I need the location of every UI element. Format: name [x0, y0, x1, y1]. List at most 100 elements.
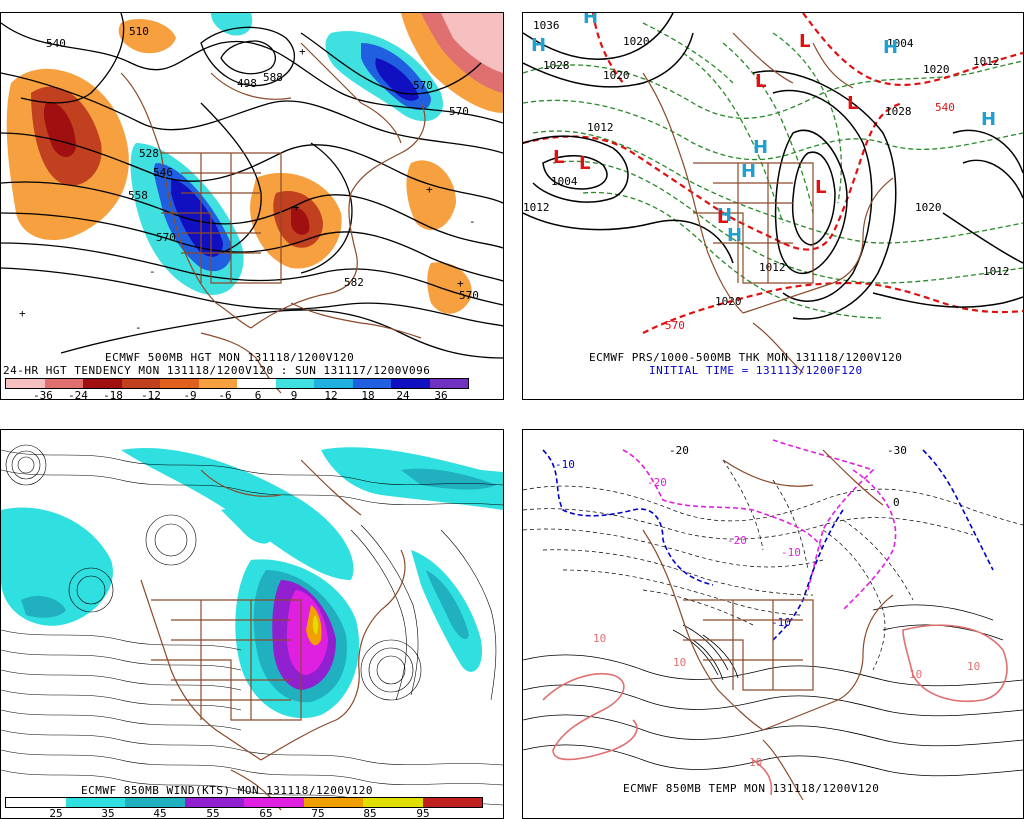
- svg-text:H: H: [981, 109, 996, 130]
- svg-text:L: L: [847, 93, 858, 114]
- svg-text:570: 570: [156, 231, 176, 244]
- coastlines: [642, 449, 894, 801]
- tendency-marks: + + + + - - - +: [19, 45, 476, 334]
- svg-text:558: 558: [128, 189, 148, 202]
- scale-swatch: [184, 798, 244, 807]
- high-symbols: H H H H H H H H: [531, 13, 996, 246]
- panel-pressure-thickness: 1004 1012 1012 1020 1020 1028 1036 1004 …: [522, 12, 1024, 400]
- panel1-color-scale: [5, 378, 469, 389]
- thickness-labels: 540 570: [665, 101, 955, 332]
- coastlines: [120, 42, 426, 394]
- svg-text:10: 10: [909, 668, 922, 681]
- panel3-caption-title: ECMWF 850MB WIND(KTS) MON 131118/1200V12…: [81, 784, 374, 797]
- svg-text:-20: -20: [669, 444, 689, 457]
- scale-label: 45: [153, 807, 167, 819]
- contour-labels: 510 540 546 558 570 570 570 582 588 498 …: [46, 25, 479, 302]
- svg-text:-: -: [469, 215, 476, 228]
- svg-text:10: 10: [673, 656, 686, 669]
- svg-text:588: 588: [263, 71, 283, 84]
- scale-label: -24: [68, 389, 88, 400]
- map-500mb-height: 510 540 546 558 570 570 570 582 588 498 …: [1, 13, 503, 394]
- tendency-fills: [6, 13, 503, 314]
- svg-text:H: H: [753, 137, 768, 158]
- svg-text:1012: 1012: [523, 201, 550, 214]
- panel-850mb-wind: ECMWF 850MB WIND(KTS) MON 131118/1200V12…: [0, 429, 504, 819]
- svg-text:528: 528: [139, 147, 159, 160]
- panel1-caption-tendency: 24-HR HGT TENDENCY MON 131118/1200V120 :…: [3, 364, 431, 377]
- svg-text:1012: 1012: [983, 265, 1010, 278]
- scale-swatch: [237, 379, 276, 388]
- scale-swatch: [125, 798, 185, 807]
- svg-text:540: 540: [46, 37, 66, 50]
- svg-text:-: -: [149, 265, 156, 278]
- panel3-color-scale: [5, 797, 483, 808]
- svg-text:1004: 1004: [887, 37, 914, 50]
- scale-swatch: [429, 379, 468, 388]
- panel2-caption-initial-time: INITIAL TIME = 131113/1200F120: [649, 364, 863, 377]
- svg-text:-30: -30: [887, 444, 907, 457]
- svg-text:1020: 1020: [923, 63, 950, 76]
- svg-text:570: 570: [459, 289, 479, 302]
- panel-850mb-temp: -10 -20 -20 -30 -20 -10 -10 10 10 10 10 …: [522, 429, 1024, 819]
- svg-text:582: 582: [344, 276, 364, 289]
- scale-label: -36: [33, 389, 53, 400]
- temp-solid-contours: [523, 604, 1023, 777]
- svg-text:1028: 1028: [543, 59, 570, 72]
- svg-text:H: H: [531, 35, 546, 56]
- svg-text:1036: 1036: [533, 19, 560, 32]
- scale-label: -9: [183, 389, 197, 400]
- svg-text:1004: 1004: [551, 175, 578, 188]
- svg-text:1012: 1012: [587, 121, 614, 134]
- svg-text:L: L: [553, 147, 564, 168]
- scale-swatch: [198, 379, 237, 388]
- svg-text:1020: 1020: [603, 69, 630, 82]
- svg-text:10: 10: [593, 632, 606, 645]
- svg-text:1020: 1020: [915, 201, 942, 214]
- scale-label: 36: [434, 389, 448, 400]
- scale-label: 24: [396, 389, 410, 400]
- map-pressure-thickness: 1004 1012 1012 1020 1020 1028 1036 1004 …: [523, 13, 1023, 374]
- scale-label: 35: [101, 807, 115, 819]
- isobars: [523, 13, 1023, 320]
- scale-label: -6: [218, 389, 232, 400]
- panel1-scale-labels: -36 -24 -18 -12 -9 -6 6 9 12 18 24 36: [5, 389, 467, 400]
- thickness-red-lines: [523, 13, 1023, 334]
- svg-text:H: H: [727, 225, 742, 246]
- scale-label: -12: [141, 389, 161, 400]
- svg-text:498: 498: [237, 77, 257, 90]
- scale-label: -18: [103, 389, 123, 400]
- svg-text:-20: -20: [727, 534, 747, 547]
- svg-text:-: -: [135, 321, 142, 334]
- svg-text:L: L: [579, 153, 590, 174]
- svg-text:L: L: [799, 31, 810, 52]
- svg-text:570: 570: [449, 105, 469, 118]
- panel1-caption-title: ECMWF 500MB HGT MON 131118/1200V120: [105, 351, 355, 364]
- svg-text:1020: 1020: [715, 295, 742, 308]
- scale-swatch: [65, 798, 125, 807]
- panel2-caption-title: ECMWF PRS/1000-500MB THK MON 131118/1200…: [589, 351, 903, 364]
- svg-text:510: 510: [129, 25, 149, 38]
- low-symbols: L L L L L L L: [553, 31, 858, 228]
- scale-label: 18: [361, 389, 375, 400]
- svg-text:570: 570: [665, 319, 685, 332]
- scale-swatch: [314, 379, 353, 388]
- scale-swatch: [244, 798, 304, 807]
- svg-text:570: 570: [413, 79, 433, 92]
- coastlines: [642, 32, 894, 374]
- svg-text:-10: -10: [781, 546, 801, 559]
- svg-text:546: 546: [153, 166, 173, 179]
- scale-swatch: [303, 798, 363, 807]
- svg-text:H: H: [583, 13, 598, 28]
- scale-swatch: [83, 379, 122, 388]
- scale-swatch: [352, 379, 391, 388]
- svg-text:10: 10: [749, 756, 762, 769]
- svg-text:+: +: [457, 277, 464, 290]
- svg-text:H: H: [741, 161, 756, 182]
- svg-text:-20: -20: [647, 476, 667, 489]
- temperature-labels: -10 -20 -20 -30 -20 -10 -10 10 10 10 10 …: [555, 444, 980, 769]
- temp-dashed-contours: [523, 459, 1023, 671]
- svg-text:L: L: [717, 207, 728, 228]
- scale-label: 25: [49, 807, 63, 819]
- scale-label: 55: [206, 807, 220, 819]
- svg-text:L: L: [755, 71, 766, 92]
